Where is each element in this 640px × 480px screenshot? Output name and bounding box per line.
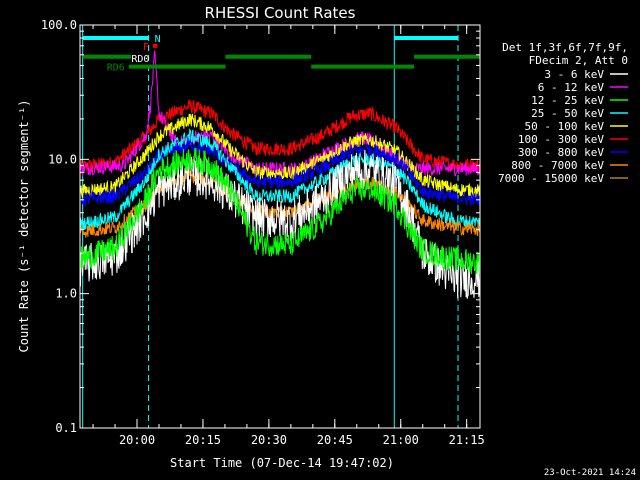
flag-bar-label: F bbox=[143, 42, 149, 53]
x-axis-label: Start Time (07-Dec-14 19:47:02) bbox=[170, 456, 394, 470]
legend-entry-label: 12 - 25 keV bbox=[531, 94, 604, 107]
series-line bbox=[79, 147, 481, 276]
legend-entry-label: 50 - 100 keV bbox=[525, 120, 605, 133]
x-tick-label: 20:30 bbox=[251, 433, 287, 447]
x-tick-label: 21:00 bbox=[383, 433, 419, 447]
x-tick-label: 21:15 bbox=[449, 433, 485, 447]
x-tick-label: 20:45 bbox=[317, 433, 353, 447]
legend-entry-label: 300 - 800 keV bbox=[518, 146, 604, 159]
footer-timestamp: 23-Oct-2021 14:24 bbox=[544, 468, 636, 478]
legend-header-line-2: FDecim 2, Att 0 bbox=[529, 54, 628, 67]
x-tick-label: 20:15 bbox=[185, 433, 221, 447]
legend-entry-label: 25 - 50 keV bbox=[531, 107, 604, 120]
legend: Det 1f,3f,6f,7f,9f, FDecim 2, Att 0 3 - … bbox=[498, 41, 628, 185]
y-tick-label: 0.1 bbox=[55, 421, 77, 435]
legend-header-line-1: Det 1f,3f,6f,7f,9f, bbox=[502, 41, 628, 54]
y-axis-label: Count Rate (s⁻¹ detector segment⁻¹) bbox=[17, 100, 31, 353]
x-tick-label: 20:00 bbox=[119, 433, 155, 447]
series-line bbox=[79, 128, 481, 231]
flag-bar-label: RD0 bbox=[131, 54, 149, 65]
axis-ticks: 100.0 10.0 1.0 0.1 20:00 20:15 20:30 20:45 21:00… bbox=[41, 18, 485, 447]
y-tick-label: 1.0 bbox=[55, 287, 77, 301]
legend-entry-label: 3 - 6 keV bbox=[544, 68, 604, 81]
plot-frame bbox=[79, 24, 481, 429]
legend-entry-label: 7000 - 15000 keV bbox=[498, 172, 604, 185]
y-tick-label: 100.0 bbox=[41, 18, 77, 32]
legend-entry-label: 100 - 300 keV bbox=[518, 133, 604, 146]
flag-bar-label: RD6 bbox=[107, 63, 125, 74]
series-line bbox=[79, 113, 481, 199]
legend-entry-label: 800 - 7000 keV bbox=[511, 159, 604, 172]
chart-title: RHESSI Count Rates bbox=[205, 4, 356, 22]
legend-entry-label: 6 - 12 keV bbox=[538, 81, 605, 94]
y-tick-label: 10.0 bbox=[48, 152, 77, 166]
flag-bar-label: N bbox=[155, 34, 161, 45]
